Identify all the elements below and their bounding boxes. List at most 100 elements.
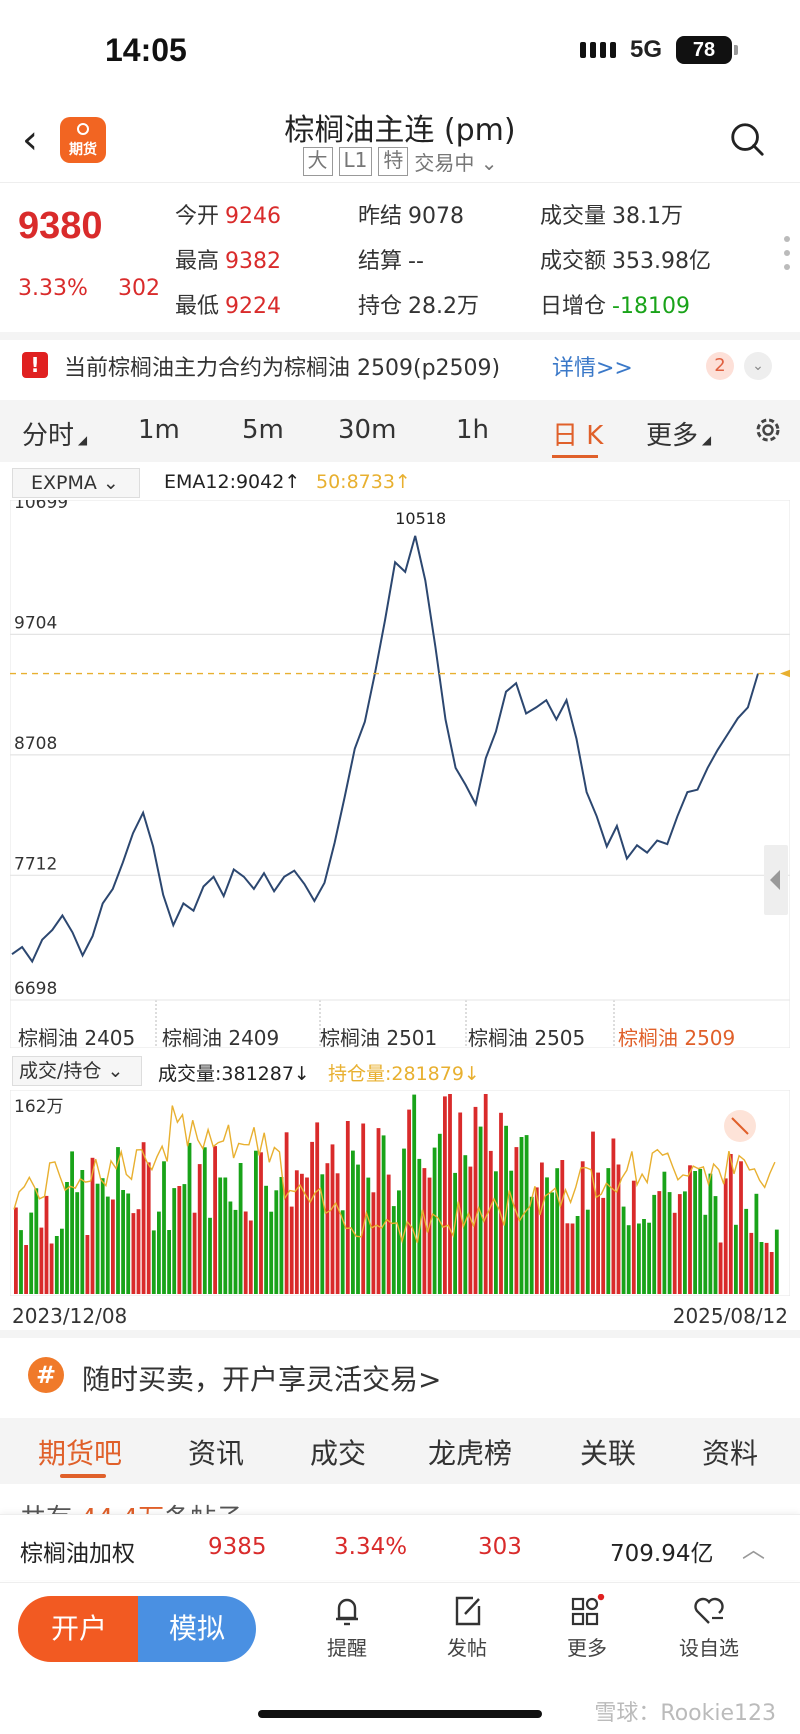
change-value: 302 <box>118 276 160 301</box>
volume-bar <box>713 1196 718 1294</box>
active-tab-underline <box>60 1474 106 1478</box>
volume-bar <box>75 1192 80 1294</box>
volume-bar <box>580 1161 585 1294</box>
contract-tags: 大 L1 特 交易中 ⌄ <box>0 147 800 176</box>
tab-intraday[interactable]: 分时 ◢ <box>22 421 88 451</box>
volume-bar <box>769 1252 774 1294</box>
change-percent: 3.33% <box>18 276 88 301</box>
volume-bar <box>182 1184 187 1294</box>
last-price: 9380 <box>18 205 103 247</box>
open-account-button[interactable]: 开户 <box>18 1596 140 1662</box>
volume-bar <box>223 1177 228 1294</box>
volume-bar <box>274 1190 279 1294</box>
nav-alert[interactable]: 提醒 <box>302 1594 392 1661</box>
volume-bar <box>310 1141 314 1294</box>
tab-1m[interactable]: 1m <box>138 415 180 445</box>
volume-bar <box>85 1235 90 1294</box>
heart-add-icon <box>694 1597 724 1624</box>
volume-bar <box>100 1178 105 1294</box>
volume-bar <box>647 1222 651 1294</box>
bell-icon <box>336 1598 358 1626</box>
volume-bar-chart[interactable]: 162万 <box>10 1090 790 1296</box>
high-stat: 最高 9382 <box>175 249 282 274</box>
tab-30m[interactable]: 30m <box>338 415 397 445</box>
volume-bar <box>335 1173 340 1294</box>
tab-5m[interactable]: 5m <box>242 415 284 445</box>
signal-icon <box>579 42 616 58</box>
volume-bar <box>192 1212 197 1294</box>
volume-bar <box>514 1147 519 1294</box>
tab-1h[interactable]: 1h <box>456 415 490 445</box>
volume-bar <box>606 1168 611 1294</box>
volume-bar <box>693 1171 697 1294</box>
period-tab-bar <box>0 400 800 462</box>
tab-daily-k[interactable]: 日 K <box>552 421 604 451</box>
search-icon[interactable] <box>728 120 766 158</box>
volume-bar <box>54 1236 59 1294</box>
tab-futures-forum[interactable]: 期货吧 <box>38 1437 123 1470</box>
more-dots-icon[interactable] <box>784 236 790 270</box>
tab-profile[interactable]: 资料 <box>702 1437 759 1470</box>
volume-bar <box>289 1206 294 1294</box>
volume-bar <box>381 1135 386 1294</box>
nav-more[interactable]: 更多 <box>542 1594 632 1661</box>
simulate-button[interactable]: 模拟 <box>138 1596 256 1662</box>
nav-post[interactable]: 发帖 <box>422 1594 512 1661</box>
volume-bar <box>499 1112 503 1294</box>
volume-bar <box>422 1168 427 1294</box>
volume-bar <box>330 1144 335 1294</box>
volume-bar <box>611 1138 616 1294</box>
volume-bar <box>187 1142 192 1294</box>
chevron-down-icon[interactable]: ⌄ <box>744 352 772 380</box>
turnover-stat: 成交额 353.98亿 <box>540 249 711 274</box>
volume-bar <box>254 1150 258 1294</box>
gear-icon[interactable] <box>752 414 784 446</box>
volume-bar <box>19 1230 23 1294</box>
tab-related[interactable]: 关联 <box>580 1437 637 1470</box>
volume-bar <box>259 1152 263 1294</box>
expand-icon-stroke <box>731 1117 749 1135</box>
volume-bar <box>141 1142 146 1294</box>
back-arrow-icon[interactable]: ‹ <box>22 117 38 163</box>
notice-count-badge: 2 <box>706 352 734 380</box>
tab-top-traders[interactable]: 龙虎榜 <box>428 1437 513 1470</box>
tab-trades[interactable]: 成交 <box>310 1437 367 1470</box>
volume-bar <box>284 1132 289 1294</box>
volume-bar <box>351 1150 355 1294</box>
nav-alert-label: 提醒 <box>327 1636 367 1660</box>
grid-icon <box>571 1594 605 1626</box>
contract-label-2501: 棕榈油 2501 <box>320 1026 438 1050</box>
chevron-up-icon[interactable]: ︿ <box>742 1537 765 1563</box>
notice-details-link[interactable]: 详情>> <box>552 356 633 381</box>
open-stat: 今开 9246 <box>175 204 282 229</box>
contract-label-2509: 棕榈油 2509 <box>618 1026 736 1050</box>
volume-bar <box>739 1161 743 1294</box>
volume-indicator-select[interactable]: 成交/持仓 ⌄ <box>12 1056 142 1086</box>
volume-bar <box>371 1192 376 1294</box>
tag-dalian: 大 <box>302 147 333 176</box>
weighted-quote-bar[interactable] <box>0 1514 800 1580</box>
volume-bar <box>657 1191 662 1294</box>
volume-bar <box>233 1209 238 1294</box>
tab-more[interactable]: 更多 ◢ <box>646 421 712 451</box>
open-account-promo[interactable]: 随时买卖，开户享灵活交易> <box>82 1363 442 1396</box>
volume-bar <box>759 1242 764 1294</box>
trade-status[interactable]: 交易中 ⌄ <box>414 151 498 175</box>
volume-bar <box>708 1173 713 1294</box>
volume-bar <box>468 1166 473 1294</box>
tag-l1: L1 <box>338 147 373 176</box>
y-tick-label: 7712 <box>14 854 57 874</box>
indicator-select[interactable]: EXPMA ⌄ <box>12 468 140 498</box>
volume-bar <box>662 1171 667 1294</box>
volume-bar <box>391 1206 396 1294</box>
volume-bar <box>177 1186 182 1294</box>
volume-bar <box>427 1177 432 1294</box>
start-date: 2023/12/08 <box>12 1304 128 1328</box>
nav-watchlist[interactable]: 设自选 <box>664 1594 754 1661</box>
volume-bar <box>279 1177 284 1294</box>
volume-bar <box>764 1242 769 1294</box>
volume-bar <box>356 1164 360 1294</box>
price-line-chart[interactable]: 10699 9704 8708 7712 6698 10518 <box>10 500 790 1048</box>
tab-news[interactable]: 资讯 <box>188 1437 245 1470</box>
y-tick-label: 10699 <box>14 500 68 513</box>
